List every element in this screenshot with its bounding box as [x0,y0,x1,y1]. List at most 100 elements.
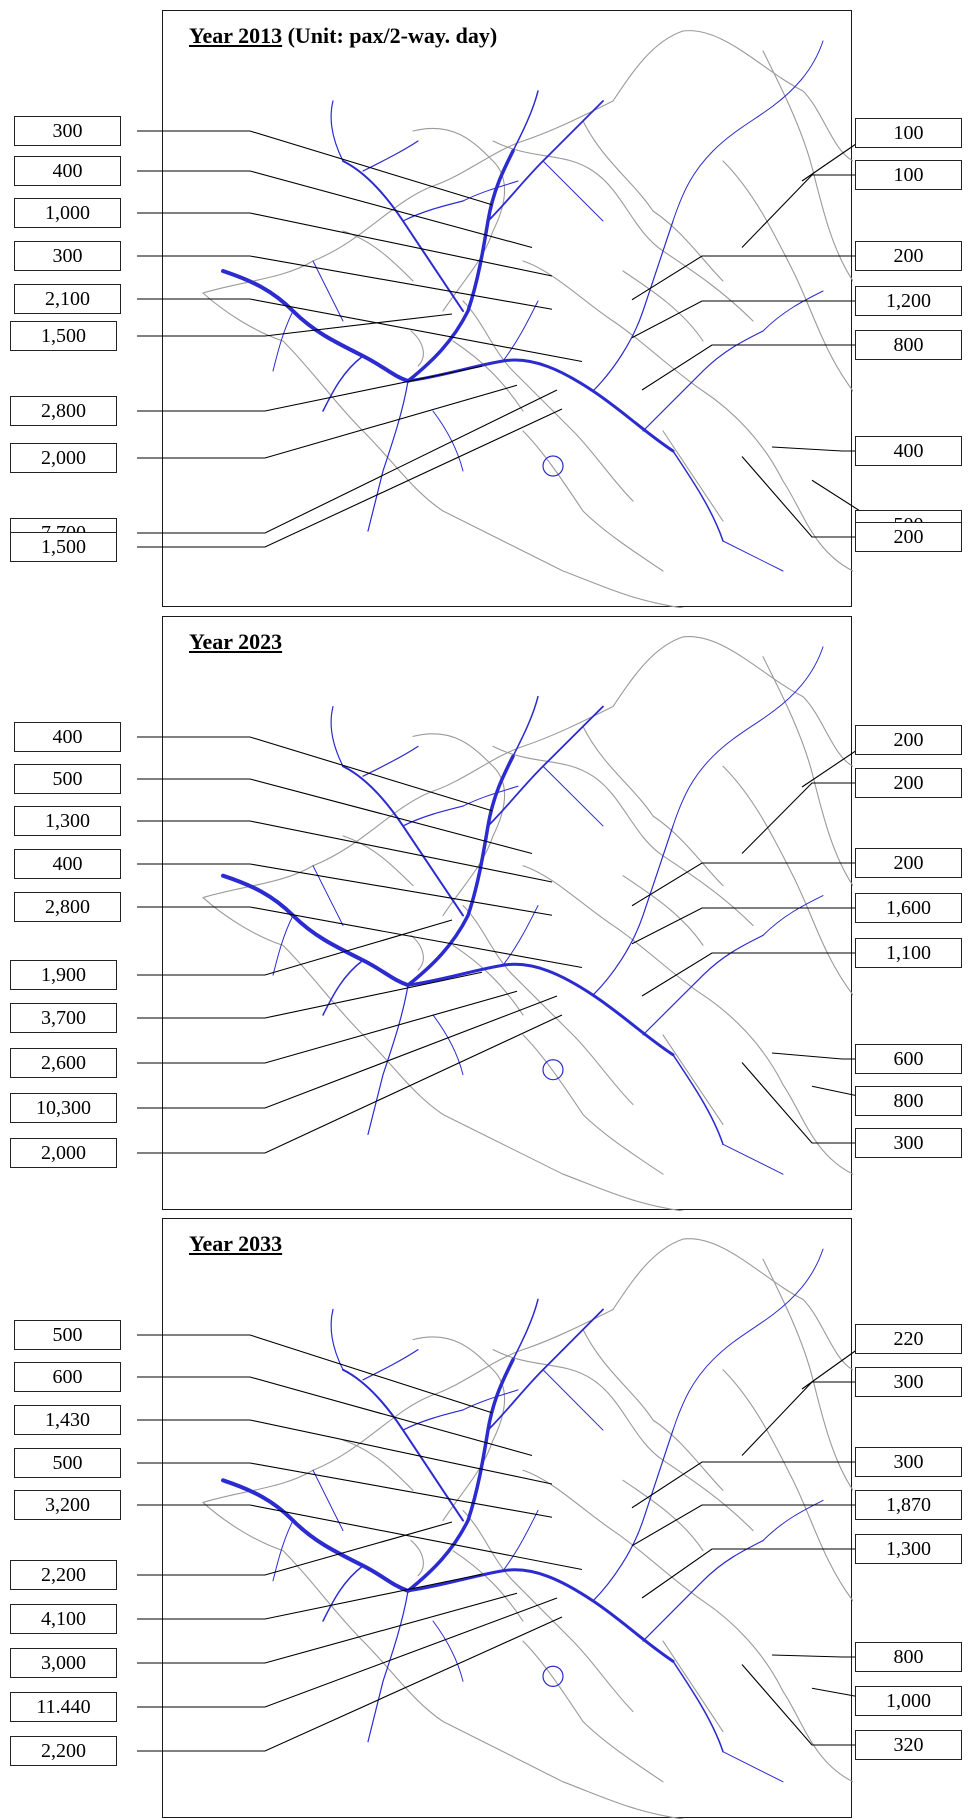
right-label-box: 1,600 [855,893,962,923]
district-boundary [582,1329,724,1491]
network-link [362,745,419,777]
left-label-box: 2,100 [14,284,121,314]
district-boundary [582,120,724,282]
district-boundary [452,340,524,412]
network-link [322,1564,364,1622]
left-label-box: 2,000 [10,443,117,473]
right-label-box: 600 [855,1044,962,1074]
network-link [502,300,539,362]
right-label-box: 1,200 [855,286,962,316]
district-boundary [452,944,524,1016]
network-link [402,805,464,827]
district-boundary [522,430,664,572]
right-label-box: 1,000 [855,1686,962,1716]
network-link [772,40,824,107]
panel-title: Year 2033 [189,1231,283,1256]
left-label-box: 3,000 [10,1648,117,1678]
right-label-box: 300 [855,1367,962,1397]
network-link [672,1313,774,1431]
network-link [221,873,410,988]
network-link [367,984,409,1135]
ring-road [542,455,564,477]
right-label-box: 800 [855,1642,962,1672]
network-link [542,765,604,827]
network-map [202,30,853,608]
left-label-box: 600 [14,1362,121,1392]
left-label-box: 2,200 [10,1560,117,1590]
network-link [512,1298,539,1361]
left-label-box: 1,300 [14,806,121,836]
network-link [772,1248,824,1315]
network-link [362,140,419,172]
network-link [642,934,764,1036]
district-boundary [410,330,424,367]
right-label-box: 200 [855,522,962,552]
left-label-box: 1,500 [10,532,117,562]
right-label-box: 400 [855,436,962,466]
right-label-box: 300 [855,1128,962,1158]
network-link [592,1429,674,1602]
right-label-box: 300 [855,1447,962,1477]
district-boundary [762,1258,853,1491]
network-link [487,1308,604,1431]
district-boundary [662,1640,724,1733]
network-link [672,1054,724,1146]
network-link [406,1568,675,1663]
right-label-box: 220 [855,1324,962,1354]
district-boundary [452,1550,524,1622]
right-label-box: 800 [855,330,962,360]
panel-title: Year 2013 (Unit: pax/2-way. day) [189,23,498,48]
district-boundary [722,765,853,996]
left-label-box: 400 [14,722,121,752]
ring-road [542,1665,564,1687]
network-link [487,100,604,222]
network-link [342,1368,464,1522]
network-link [762,290,824,332]
left-label-box: 500 [14,764,121,794]
district-boundary [662,430,724,522]
district-boundary [202,897,684,1211]
network-map [202,1238,853,1819]
district-boundary [722,160,853,392]
network-link [312,865,344,926]
left-label-box: 1,000 [14,198,121,228]
network-link [592,220,674,392]
network-link [402,1409,464,1431]
network-link [312,260,344,322]
left-label-box: 2,600 [10,1048,117,1078]
district-boundary [410,1540,424,1577]
right-label-box: 1,100 [855,938,962,968]
district-boundary [410,934,424,971]
right-label-box: 200 [855,725,962,755]
right-label-box: 800 [855,1086,962,1116]
network-link [221,1478,410,1593]
left-label-box: 500 [14,1448,121,1478]
left-label-box: 400 [14,156,121,186]
network-link [672,105,774,222]
panel-title: Year 2023 [189,629,283,654]
district-boundary [522,1034,664,1175]
network-link [502,905,539,966]
left-label-box: 1,500 [10,321,117,351]
right-label-box: 320 [855,1730,962,1760]
network-link [330,705,344,767]
network-link [432,1014,464,1076]
map-panel-2013: Year 2013 (Unit: pax/2-way. day) [162,10,853,608]
right-label-box: 100 [855,118,962,148]
map-panel-2033: Year 2033 [162,1218,853,1819]
network-link [762,895,824,936]
right-label-box: 100 [855,160,962,190]
network-link [406,962,675,1057]
network-link [722,1751,784,1783]
network-link [672,450,724,542]
district-boundary [522,1469,853,1783]
network-link [221,269,410,383]
map-panel-2023: Year 2023 [162,616,853,1211]
district-boundary [522,865,853,1175]
network-link [672,711,774,827]
district-boundary [492,140,754,322]
network-link [502,1509,539,1572]
network-link [362,1349,419,1381]
network-link [487,705,604,827]
left-label-box: 1,430 [14,1405,121,1435]
